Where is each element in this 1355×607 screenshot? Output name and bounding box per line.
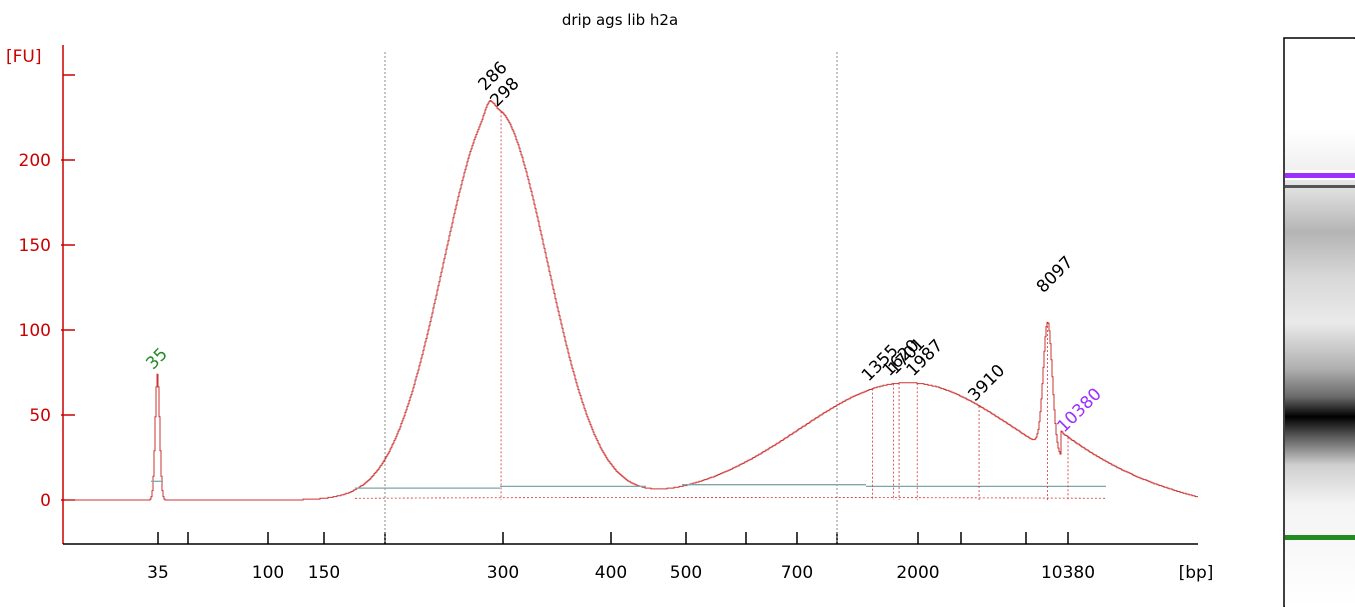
gel-lower-marker-band	[1285, 535, 1355, 540]
gel-lane-smear	[1285, 39, 1355, 607]
x-tick-label: 10380	[1041, 563, 1095, 583]
x-tick-label: 150	[308, 563, 340, 583]
x-tick-label: 500	[670, 563, 702, 583]
x-tick-label: 35	[147, 563, 169, 583]
chart-title: drip ags lib h2a	[562, 11, 678, 29]
y-tick-label: 100	[19, 321, 51, 341]
x-tick-label: 2000	[896, 563, 939, 583]
peak-label: 10380	[1053, 384, 1105, 436]
x-tick-label: 700	[781, 563, 813, 583]
y-axis-title: [FU]	[6, 47, 42, 67]
trace-line	[65, 100, 1198, 501]
region-floor-line	[354, 497, 1107, 499]
plot-area: [FU] 0 50 100 150 200 35 100 150 300 400 500 700 2000…	[6, 45, 1213, 583]
y-tick-label: 150	[19, 236, 51, 256]
x-tick-label: 300	[487, 563, 519, 583]
gel-upper-peak-band	[1285, 185, 1355, 188]
peak-label: 8097	[1033, 253, 1078, 298]
y-tick-label: 50	[29, 406, 51, 426]
x-tick-label: 400	[595, 563, 627, 583]
peak-label: 3910	[964, 361, 1009, 406]
gel-lane-image	[1283, 37, 1355, 607]
gel-upper-marker-band	[1285, 173, 1355, 178]
y-tick-label: 0	[40, 491, 51, 511]
x-tick-label: 100	[252, 563, 284, 583]
x-axis-title: [bp]	[1179, 563, 1214, 583]
y-tick-label: 200	[19, 151, 51, 171]
peak-label: 35	[142, 344, 171, 373]
